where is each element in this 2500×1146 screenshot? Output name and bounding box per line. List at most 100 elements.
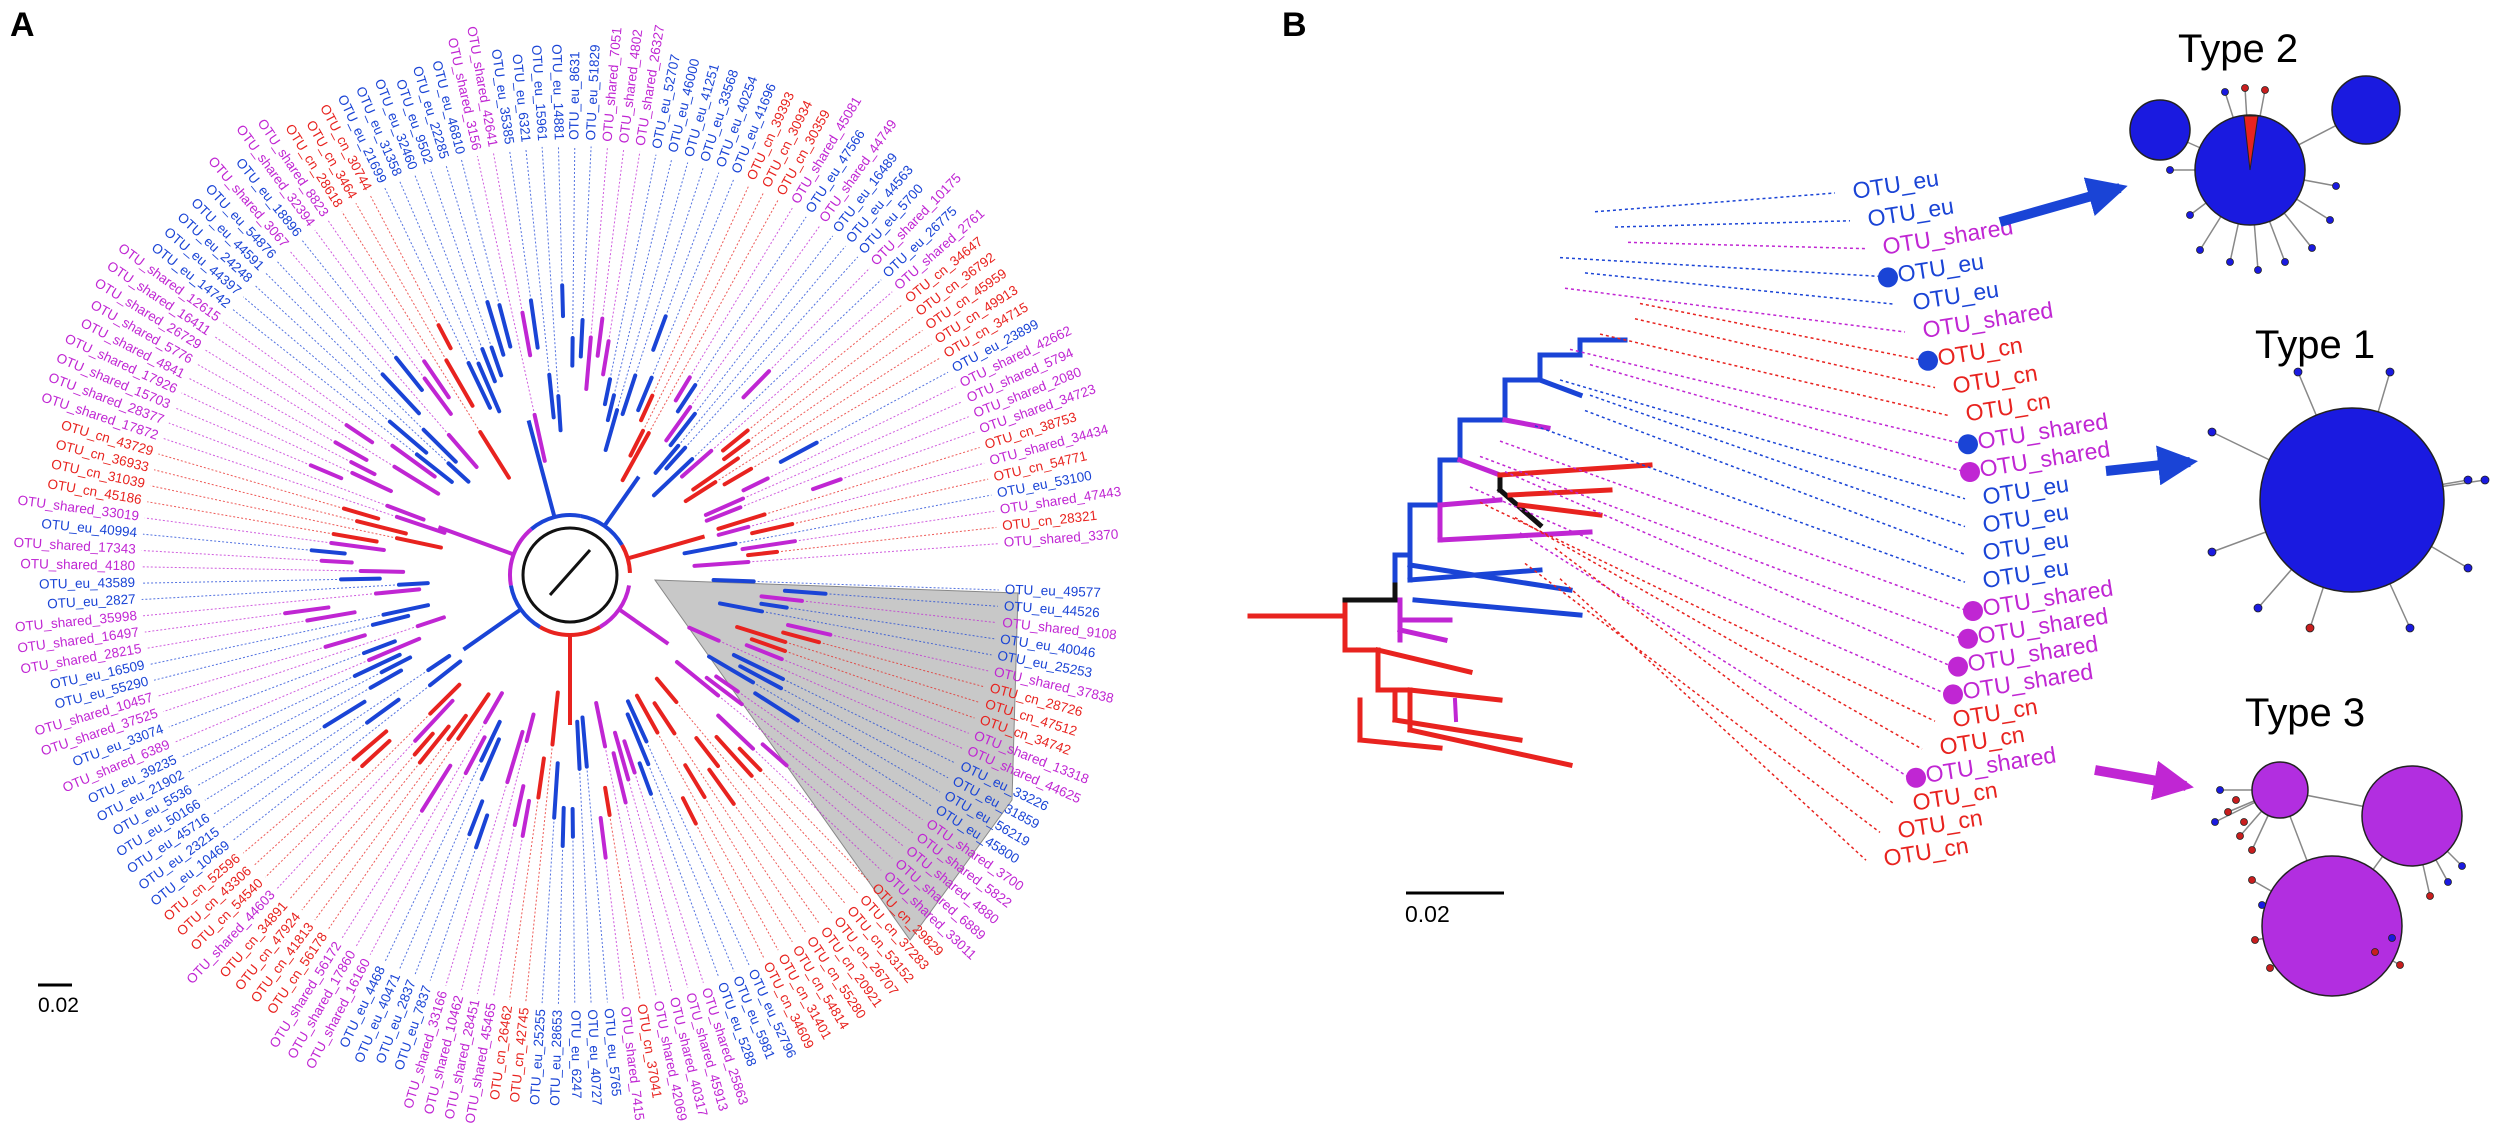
tree-a-branch bbox=[634, 693, 660, 735]
ring-leader-line bbox=[301, 762, 421, 911]
tree-a-branch bbox=[341, 506, 381, 521]
tree-a-branch bbox=[605, 393, 616, 423]
tree-a-branch bbox=[428, 682, 462, 716]
tree-b-leader-line bbox=[1594, 192, 1836, 213]
ring-leader-line bbox=[748, 462, 985, 528]
tree-a-branch bbox=[782, 588, 828, 596]
tree-a-branch bbox=[485, 300, 506, 357]
ring-leader-line bbox=[557, 845, 564, 1004]
tree-a-branch bbox=[308, 463, 344, 481]
tree-a-branch bbox=[497, 303, 513, 349]
tree-a-branch bbox=[628, 428, 645, 458]
tree-a-branch bbox=[741, 476, 770, 493]
ring-leader-line bbox=[541, 817, 555, 1004]
ring-leader-line bbox=[761, 610, 992, 656]
tree-a-branch bbox=[352, 652, 402, 678]
ring-leader-line bbox=[651, 178, 735, 378]
tree-a-arc bbox=[580, 513, 624, 547]
tree-b-leader-line bbox=[1514, 516, 1923, 750]
ring-leader-line bbox=[737, 691, 923, 821]
arrow-to-type-2 bbox=[1998, 177, 2128, 227]
ring-leader-line bbox=[605, 857, 625, 1001]
tree-a-arc bbox=[620, 544, 632, 574]
tree-a-branch bbox=[651, 314, 668, 352]
ring-leader-line bbox=[188, 671, 382, 773]
tree-a-branch bbox=[528, 298, 540, 350]
ring-leader-line bbox=[288, 250, 450, 436]
tree-b-leader-line bbox=[1559, 256, 1881, 278]
ring-label: OTU_eu_2827 bbox=[47, 591, 136, 611]
ring-leader-line bbox=[742, 401, 963, 500]
ring-leader-line bbox=[222, 722, 368, 828]
ring-leader-line bbox=[694, 235, 834, 415]
ring-leader-line bbox=[768, 267, 871, 372]
tree-b-tip-dot bbox=[1918, 350, 1938, 371]
tree-a-branch bbox=[358, 569, 406, 574]
tree-a-branch bbox=[329, 540, 386, 553]
tree-a-stem bbox=[618, 607, 670, 646]
ring-leader-line bbox=[830, 634, 989, 672]
tree-a-branch bbox=[810, 477, 843, 492]
tree-a-branch bbox=[722, 438, 751, 462]
tree-a-branch bbox=[636, 375, 654, 413]
tree-a-arc bbox=[539, 625, 601, 637]
tree-a-branch bbox=[422, 376, 453, 416]
tree-a-branch bbox=[731, 653, 785, 681]
tree-a-branch bbox=[309, 548, 347, 556]
ring-leader-line bbox=[253, 765, 363, 866]
type-2-title: Type 2 bbox=[2178, 27, 2298, 71]
tree-a-branch bbox=[692, 559, 751, 568]
tree-a-stem bbox=[526, 419, 557, 518]
tree-a-branch bbox=[740, 539, 797, 552]
circular-tree-branches bbox=[283, 283, 843, 860]
tree-a-branch bbox=[478, 430, 511, 480]
tree-a-branch bbox=[735, 625, 788, 645]
tree-a-branch bbox=[331, 532, 379, 544]
tree-b-leader-line bbox=[1639, 302, 1921, 361]
tree-a-branch bbox=[668, 411, 697, 448]
ring-leader-line bbox=[153, 624, 374, 681]
tree-a-branch bbox=[682, 541, 738, 556]
tree-a-branch bbox=[446, 432, 479, 469]
ring-label: OTU_eu_44526 bbox=[1003, 598, 1100, 620]
tree-a-branch bbox=[714, 674, 740, 694]
type-3-title: Type 3 bbox=[2245, 691, 2365, 735]
tree-a-branch bbox=[611, 751, 628, 805]
ring-leader-line bbox=[781, 658, 969, 734]
ring-leader-line bbox=[586, 766, 608, 1003]
ring-leader-line bbox=[665, 172, 720, 317]
tree-a-stem bbox=[462, 607, 522, 652]
tree-a-branch bbox=[385, 503, 426, 522]
ring-leader-line bbox=[158, 646, 326, 697]
tree-a-branch bbox=[602, 377, 613, 407]
tree-b-leader-line bbox=[1627, 241, 1866, 250]
ring-leader-line bbox=[750, 357, 941, 470]
tree-a-branch bbox=[505, 729, 525, 785]
scale-bar-a-label: 0.02 bbox=[38, 994, 79, 1017]
ring-leader-line bbox=[689, 225, 821, 408]
tree-a-branch bbox=[595, 316, 605, 358]
tree-b-tip-dot bbox=[1960, 462, 1980, 482]
ring-label: OTU_eu_6247 bbox=[568, 1010, 584, 1099]
ring-leader-line bbox=[525, 148, 550, 375]
tree-b-branches bbox=[1247, 337, 1653, 768]
tree-a-branch bbox=[446, 713, 468, 742]
ring-leader-line bbox=[613, 158, 673, 396]
ring-label: OTU_eu_14881 bbox=[549, 44, 567, 140]
tree-a-branch bbox=[436, 323, 453, 351]
tree-a-branch bbox=[532, 412, 547, 463]
tree-a-branch bbox=[673, 375, 692, 403]
tree-a-branch bbox=[412, 731, 435, 757]
ring-leader-line bbox=[737, 329, 923, 459]
ring-leader-line bbox=[147, 501, 334, 535]
tree-a-branch bbox=[392, 464, 441, 496]
ring-leader-line bbox=[242, 296, 391, 423]
tree-b-branch bbox=[1507, 487, 1613, 498]
tree-b-branch bbox=[1407, 562, 1573, 593]
tree-a-branch bbox=[674, 660, 721, 698]
tree-a-branch bbox=[368, 668, 404, 690]
tree-b-leader-line bbox=[1584, 409, 1966, 556]
ring-leader-line bbox=[222, 322, 393, 447]
tree-a-branch bbox=[613, 730, 631, 782]
tree-a-branch bbox=[524, 712, 536, 743]
